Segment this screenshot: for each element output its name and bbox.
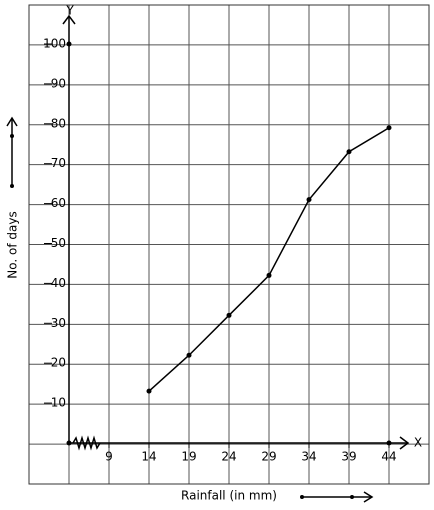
y-tick-label: 100 [43, 37, 66, 51]
y-tick-label: 40 [51, 276, 66, 290]
y-axis-letter: Y [65, 4, 74, 18]
deco-arrowhead-h [363, 491, 374, 503]
deco-dot [10, 134, 14, 138]
deco-dot [300, 495, 304, 499]
y-tick-label: 20 [51, 356, 66, 370]
y-axis-label: No. of days [6, 211, 20, 278]
y-tick-label: 80 [51, 116, 66, 130]
frame [28, 4, 430, 485]
x-tick-label: 44 [381, 450, 396, 464]
data-point [306, 197, 312, 203]
x-axis-label: Rainfall (in mm) [181, 489, 277, 503]
data-point [186, 352, 192, 358]
y-tick-label: 60 [51, 196, 66, 210]
x-arrow [399, 436, 410, 450]
data-point [266, 272, 272, 278]
data-point [346, 149, 352, 155]
origin-dot [66, 440, 72, 446]
y-tick-label: 10 [51, 396, 66, 410]
x-tick-label: 34 [301, 450, 316, 464]
data-point [146, 388, 152, 394]
deco-arrowhead-v [6, 116, 18, 127]
x-tick-label: 39 [341, 450, 356, 464]
graph-paper [28, 4, 430, 485]
y-arrow [62, 14, 76, 25]
x-tick-label: 29 [261, 450, 276, 464]
x-tick-label: 9 [105, 450, 113, 464]
y-tick-label: 70 [51, 156, 66, 170]
x-tick-label: 19 [181, 450, 196, 464]
axis-break [72, 435, 101, 451]
deco-dot [10, 184, 14, 188]
data-point [386, 125, 392, 131]
y-tick-label: 50 [51, 236, 66, 250]
y-tick-label: 90 [51, 76, 66, 90]
y-axis-dot [66, 41, 72, 47]
x-axis-letter: X [414, 436, 422, 450]
data-point [226, 312, 232, 318]
x-tick-label: 24 [221, 450, 236, 464]
y-tick-label: 30 [51, 316, 66, 330]
deco-dot [350, 495, 354, 499]
x-tick-label: 14 [141, 450, 156, 464]
